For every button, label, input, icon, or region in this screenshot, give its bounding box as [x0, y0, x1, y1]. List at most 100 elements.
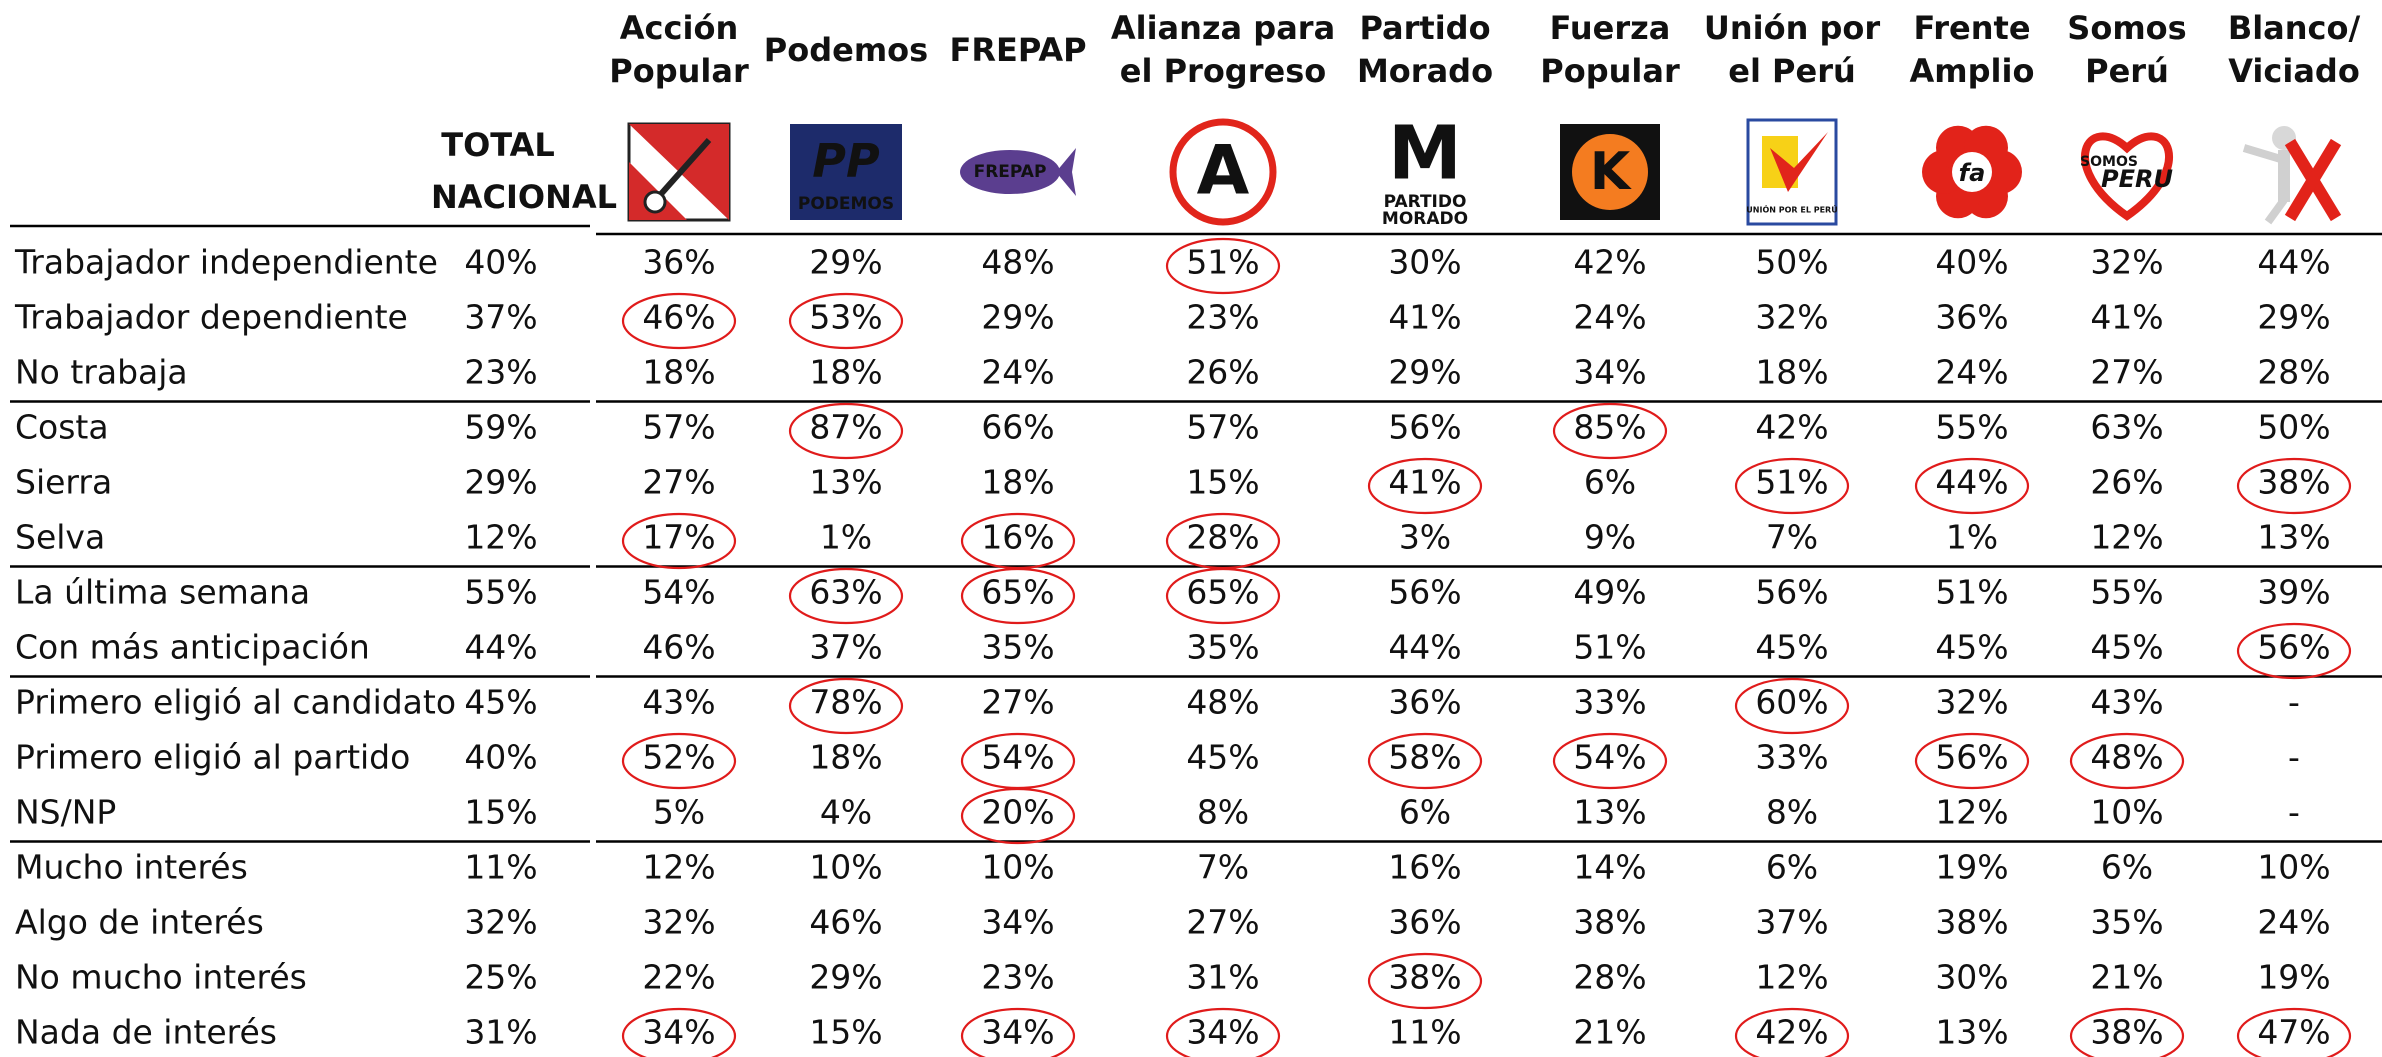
column-header: FREPAP — [949, 31, 1086, 69]
cell-value: 42% — [1755, 408, 1828, 447]
cell-value: 18% — [981, 463, 1054, 502]
logo-shape — [2081, 132, 2173, 221]
cell-value: 3% — [1399, 518, 1451, 557]
cell-value: 18% — [1755, 353, 1828, 392]
cell-value: 41% — [2090, 298, 2163, 337]
cell-value: 54% — [642, 573, 715, 612]
logo-text: FREPAP — [974, 162, 1047, 182]
cell-value: 38% — [1935, 903, 2008, 942]
cell-value: 8% — [1766, 793, 1818, 832]
cell-value: - — [2288, 683, 2300, 722]
cell-value: 8% — [1197, 793, 1249, 832]
row-label: Mucho interés — [15, 848, 248, 887]
highlight-ring — [621, 292, 737, 350]
cell-value: 48% — [981, 243, 1054, 282]
cell-value: 22% — [642, 958, 715, 997]
cell-value: 23% — [1186, 298, 1259, 337]
cell-value: 59% — [464, 408, 537, 447]
cell-value: 26% — [1186, 353, 1259, 392]
cell-value: 6% — [1584, 463, 1636, 502]
cell-value: 12% — [2090, 518, 2163, 557]
cell-value: 32% — [1935, 683, 2008, 722]
cell-value: 51% — [1935, 573, 2008, 612]
cell-value: 13% — [2257, 518, 2330, 557]
cell-value: 39% — [2257, 573, 2330, 612]
cell-value: 57% — [642, 408, 715, 447]
cell-value: 13% — [1935, 1013, 2008, 1052]
row-label: Trabajador independiente — [14, 243, 438, 282]
cell-value: 43% — [2090, 683, 2163, 722]
logo-shape — [2264, 197, 2288, 225]
cell-value: 51% — [1573, 628, 1646, 667]
row-label: Algo de interés — [15, 903, 264, 942]
cell-value: 27% — [642, 463, 715, 502]
cell-value: 57% — [1186, 408, 1259, 447]
cell-value: 35% — [2090, 903, 2163, 942]
cell-value: 37% — [464, 298, 537, 337]
highlight-ring — [621, 512, 737, 570]
cell-value: 12% — [1755, 958, 1828, 997]
column-header: Acción — [620, 9, 738, 47]
cell-value: 28% — [2257, 353, 2330, 392]
cell-value: 21% — [1573, 1013, 1646, 1052]
logo-shape — [960, 150, 1060, 194]
cell-value: 43% — [642, 683, 715, 722]
cell-value: 44% — [464, 628, 537, 667]
highlight-ring — [1165, 237, 1281, 295]
logo-shape — [1770, 132, 1828, 192]
cell-value: 20% — [981, 793, 1054, 832]
highlight-ring — [1734, 457, 1850, 515]
cell-value: 31% — [464, 1013, 537, 1052]
cell-value: 11% — [1388, 1013, 1461, 1052]
logo-text: MORADO — [1382, 209, 1468, 229]
cell-value: 15% — [809, 1013, 882, 1052]
column-header: el Perú — [1728, 52, 1856, 90]
logo-shape — [1169, 118, 1277, 226]
column-header: Viciado — [2228, 52, 2360, 90]
highlight-ring — [1552, 732, 1668, 790]
column-header: Partido — [1359, 9, 1490, 47]
cell-value: 55% — [464, 573, 537, 612]
cell-value: 6% — [1766, 848, 1818, 887]
cell-value: 12% — [464, 518, 537, 557]
cell-value: 10% — [981, 848, 1054, 887]
row-label: Selva — [15, 518, 105, 557]
cell-value: 10% — [809, 848, 882, 887]
cell-value: 44% — [1388, 628, 1461, 667]
cell-value: 15% — [464, 793, 537, 832]
cell-value: 9% — [1584, 518, 1636, 557]
cell-value: 35% — [1186, 628, 1259, 667]
highlight-ring — [1165, 567, 1281, 625]
highlight-ring — [788, 567, 904, 625]
cell-value: 44% — [1935, 463, 2008, 502]
cell-value: 19% — [1935, 848, 2008, 887]
cell-value: 55% — [2090, 573, 2163, 612]
cell-value: 12% — [1935, 793, 2008, 832]
cell-value: 48% — [2090, 738, 2163, 777]
highlight-ring — [960, 1007, 1076, 1057]
cell-value: 65% — [981, 573, 1054, 612]
column-header: Somos — [2067, 9, 2186, 47]
cell-value: 6% — [1399, 793, 1451, 832]
cell-value: 29% — [809, 958, 882, 997]
cell-value: 52% — [642, 738, 715, 777]
column-header: Podemos — [764, 31, 928, 69]
highlight-ring — [621, 1007, 737, 1057]
column-header: Popular — [1540, 52, 1680, 90]
row-label: No mucho interés — [15, 958, 307, 997]
cell-value: 11% — [464, 848, 537, 887]
column-header: Morado — [1357, 52, 1493, 90]
cell-value: 46% — [809, 903, 882, 942]
cell-value: 36% — [642, 243, 715, 282]
highlight-ring — [1734, 677, 1850, 735]
cell-value: 24% — [2257, 903, 2330, 942]
cell-value: 42% — [1755, 1013, 1828, 1052]
cell-value: 1% — [1946, 518, 1998, 557]
cell-value: 13% — [1573, 793, 1646, 832]
row-label: No trabaja — [15, 353, 188, 392]
highlight-ring — [2236, 457, 2352, 515]
highlight-ring — [2069, 1007, 2185, 1057]
cell-value: 65% — [1186, 573, 1259, 612]
highlight-ring — [788, 677, 904, 735]
